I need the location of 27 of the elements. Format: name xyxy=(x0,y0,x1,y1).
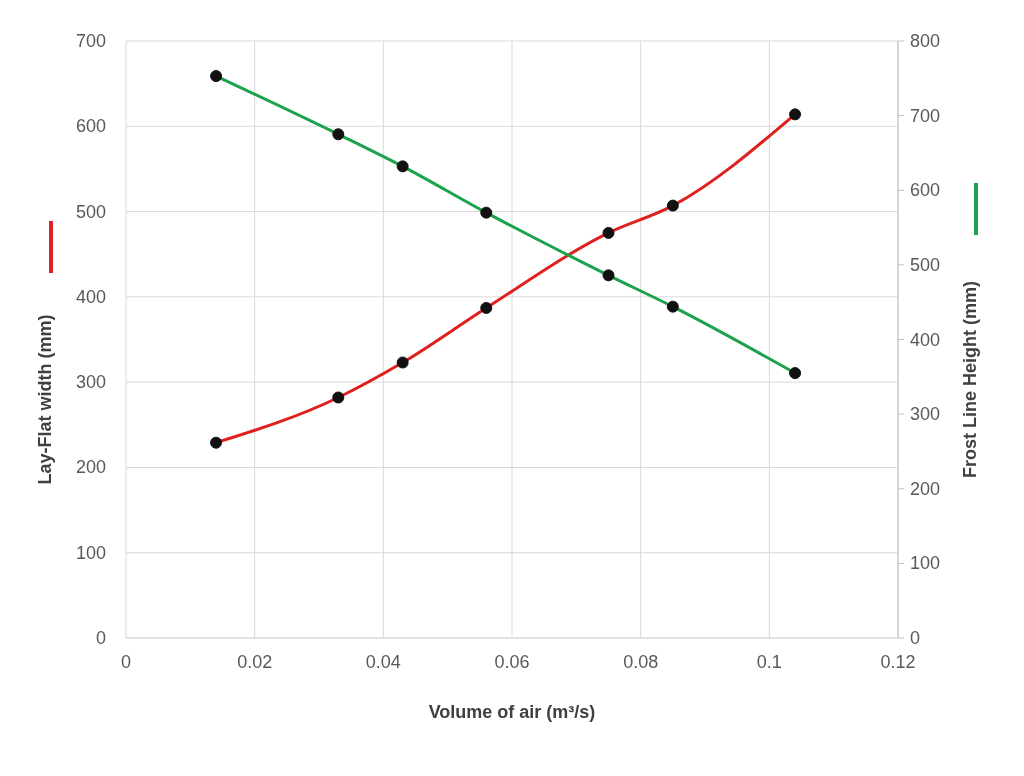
y-tick-label: 500 xyxy=(75,201,106,222)
y2-tick-label: 0 xyxy=(910,628,921,648)
x-axis-title: Volume of air (m³/s) xyxy=(428,702,596,722)
y-axis-title: Lay-Flat width (mm) xyxy=(35,314,55,485)
y2-tick-label: 100 xyxy=(910,553,941,574)
y-tick-label: 200 xyxy=(75,457,106,478)
y-tick-label: 700 xyxy=(75,31,106,51)
y2-tick-label: 800 xyxy=(910,31,941,51)
x-tick-label: 0.02 xyxy=(237,652,273,672)
y2-tick-label: 300 xyxy=(910,404,941,425)
y2-tick-label: 400 xyxy=(910,329,941,350)
x-tick-label: 0.1 xyxy=(756,652,782,672)
y-tick-label: 300 xyxy=(75,372,106,393)
y2-axis-title: Frost Line Height (mm) xyxy=(960,281,980,478)
y2-tick-label: 200 xyxy=(910,478,941,499)
y-tick-label: 400 xyxy=(75,286,106,307)
x-tick-label: 0.12 xyxy=(880,652,916,672)
y2-tick-label: 600 xyxy=(910,180,941,201)
x-tick-label: 0.04 xyxy=(365,652,401,672)
y2-tick-label: 700 xyxy=(910,105,941,126)
y-tick-label: 600 xyxy=(75,116,106,137)
y-tick-label: 100 xyxy=(75,542,106,563)
y-tick-label: 0 xyxy=(95,628,106,648)
y2-tick-label: 500 xyxy=(910,254,941,275)
x-tick-label: 0 xyxy=(120,652,132,672)
x-tick-label: 0.06 xyxy=(494,652,530,672)
x-tick-label: 0.08 xyxy=(623,652,659,672)
